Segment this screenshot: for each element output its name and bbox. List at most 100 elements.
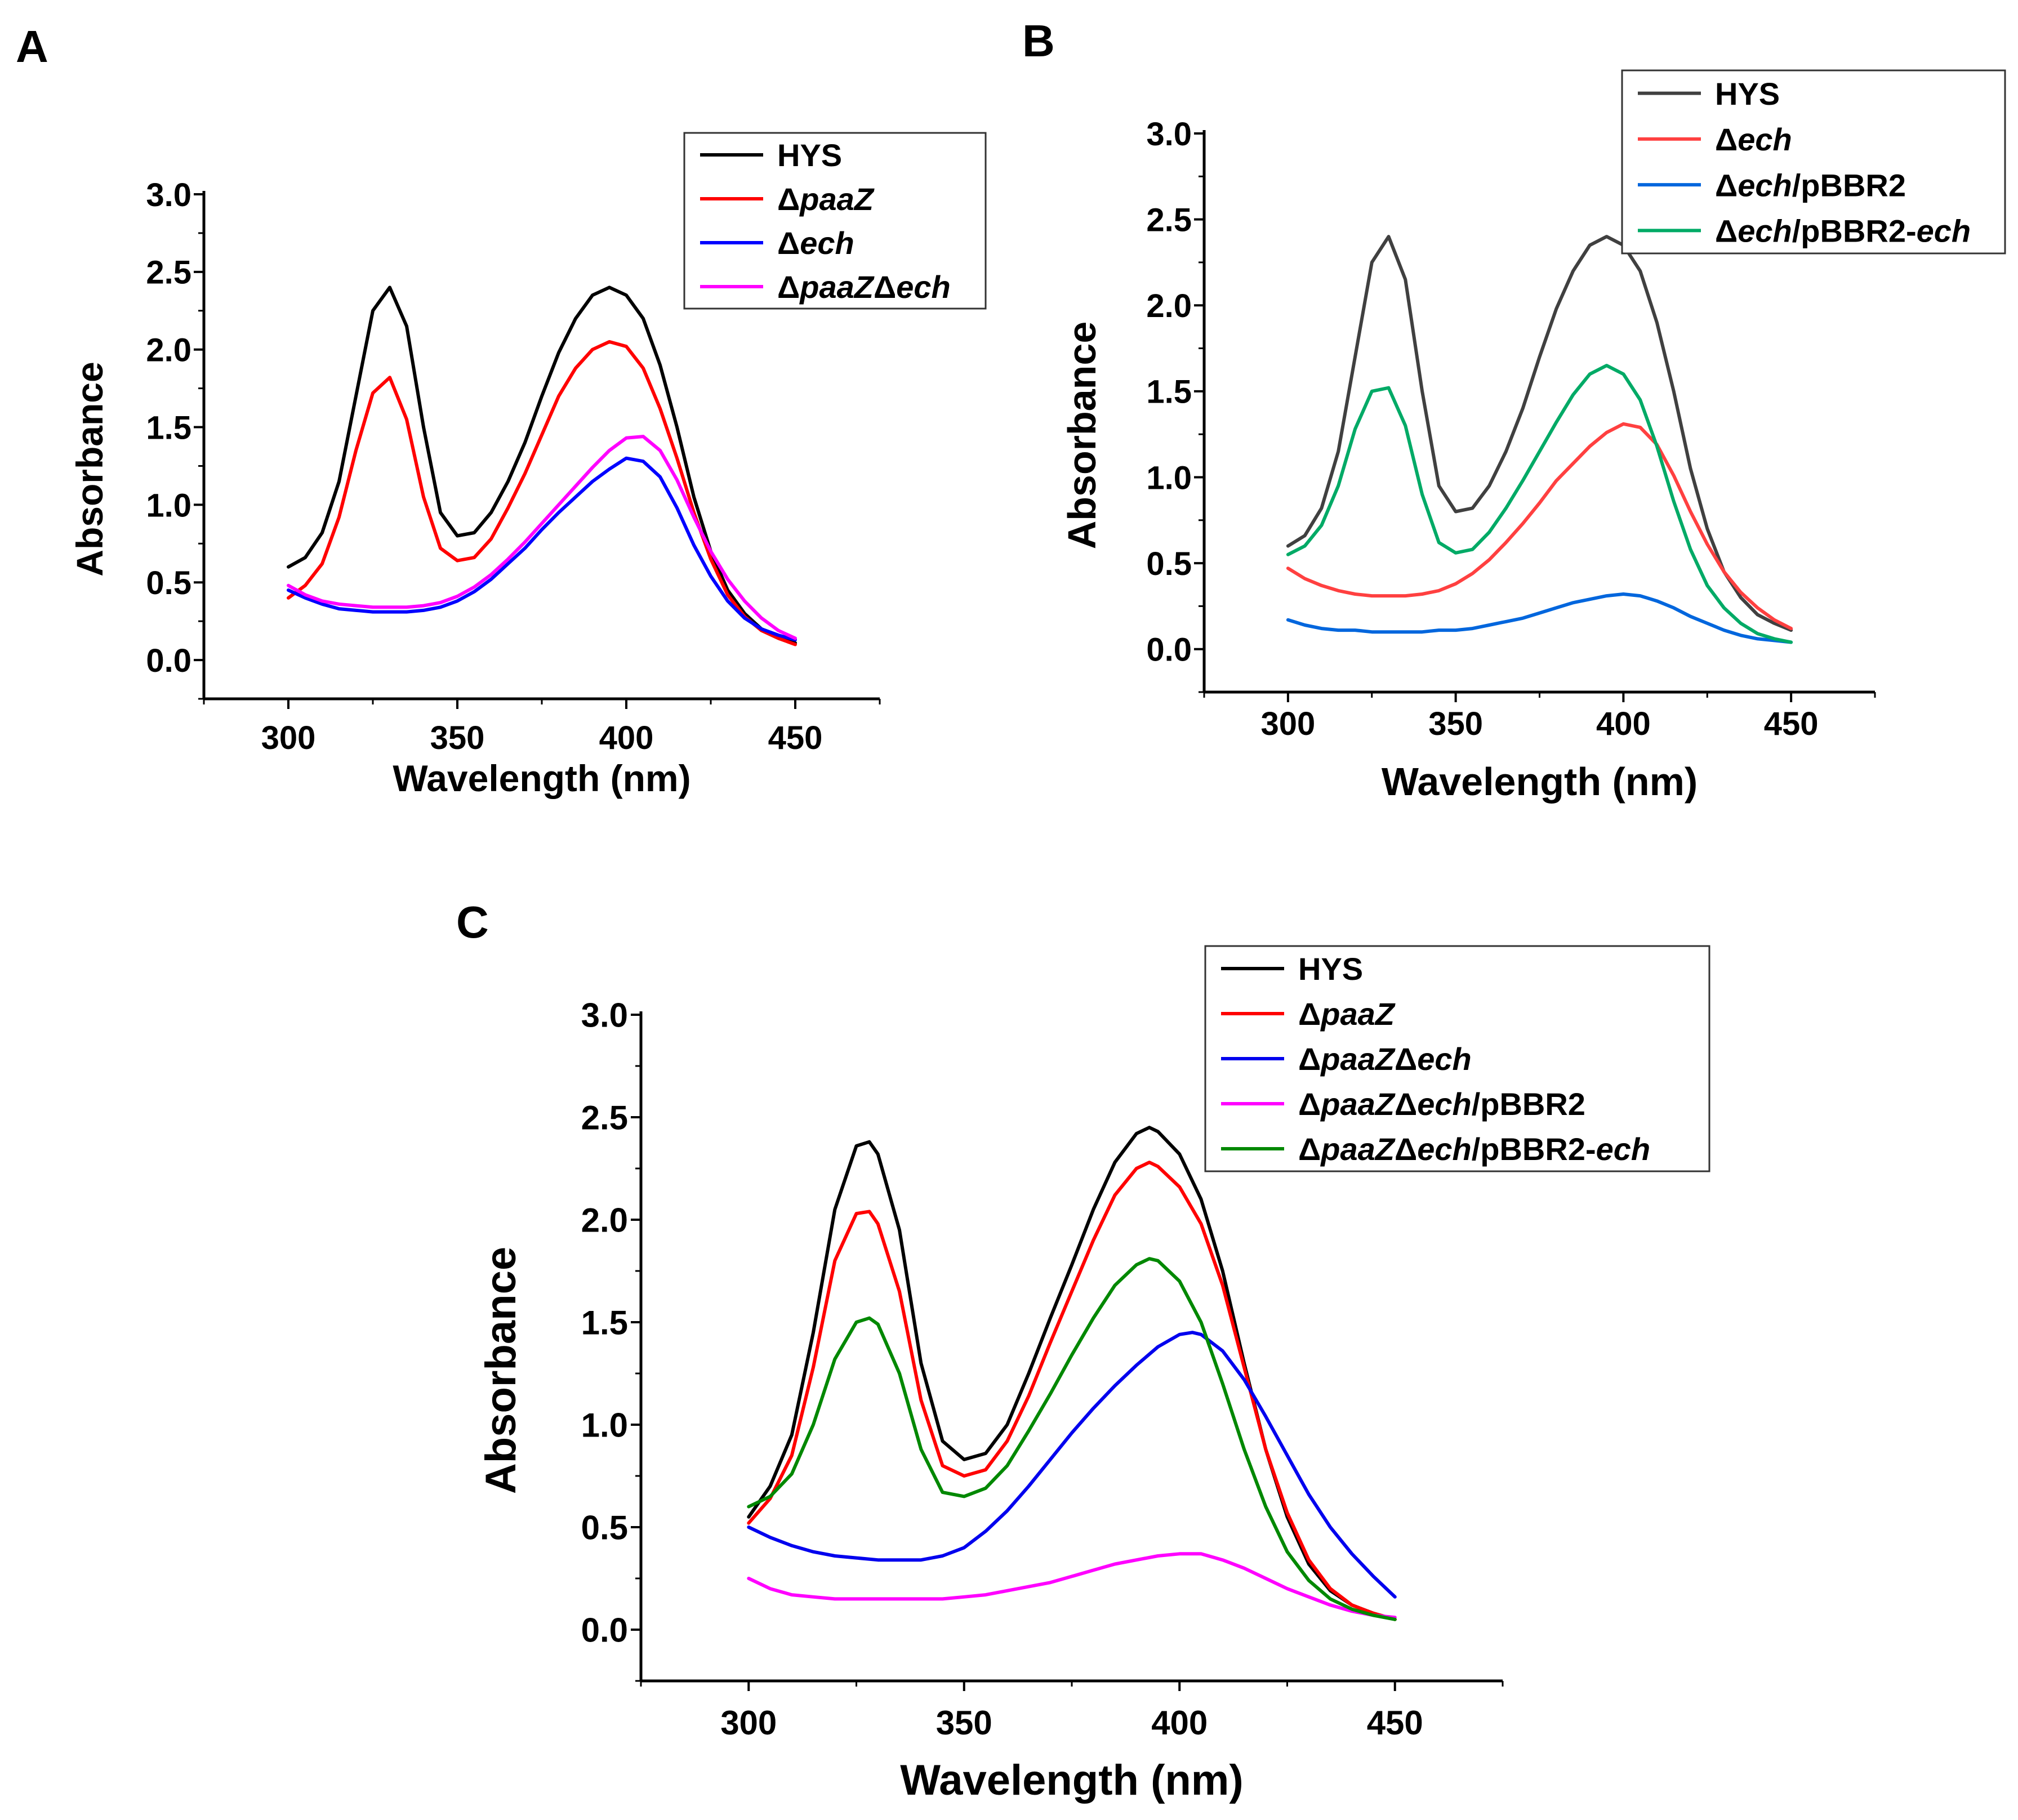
legend-label-part: ech bbox=[1738, 167, 1792, 203]
x-tick-label: 400 bbox=[1151, 1704, 1208, 1742]
legend-label: HYS bbox=[1298, 951, 1363, 987]
y-tick-label: 2.5 bbox=[1146, 202, 1192, 238]
x-tick-label: 300 bbox=[720, 1704, 777, 1742]
series-line-5 bbox=[747, 1257, 1397, 1621]
legend-label-part: paaZ bbox=[1320, 996, 1395, 1032]
y-axis-title: Absorbance bbox=[1060, 322, 1104, 550]
panel-b: B 0.0 0.5 1.0 1.5 2.0 2.5 3.0 300 350 400 450 Wavele… bbox=[1022, 16, 2006, 804]
legend-label-part: /pBBR2 bbox=[1792, 167, 1906, 203]
y-tick-label: 2.0 bbox=[581, 1202, 628, 1239]
legend-label-part: Δ bbox=[1298, 1131, 1321, 1167]
legend-label-part: /pBBR2- bbox=[1472, 1131, 1596, 1167]
series-line-3 bbox=[747, 1331, 1397, 1599]
y-tick-label: 1.0 bbox=[1146, 460, 1192, 496]
x-tick-label: 450 bbox=[768, 720, 823, 756]
y-tick-label: 2.0 bbox=[146, 332, 191, 369]
y-tick-label: 3.0 bbox=[146, 177, 191, 213]
y-tick-label: 0.0 bbox=[146, 643, 191, 679]
legend-label-part: HYS bbox=[777, 137, 842, 173]
y-tick-label: 0.5 bbox=[1146, 546, 1192, 582]
y-tick-label: 1.0 bbox=[146, 487, 191, 524]
legend-label-part: Δ bbox=[1395, 1086, 1417, 1122]
legend-label-part: paaZ bbox=[799, 269, 874, 305]
x-tick-label: 350 bbox=[936, 1704, 992, 1742]
legend-label-part: paaZ bbox=[1320, 1041, 1395, 1077]
series-line-4 bbox=[747, 1552, 1397, 1620]
legend-label-part: ech bbox=[1417, 1131, 1472, 1167]
legend-label: Δech/pBBR2 bbox=[1715, 167, 1906, 203]
panel-letter: B bbox=[1022, 16, 1055, 66]
legend-label-part: ech bbox=[1738, 213, 1792, 249]
legend-label-part: paaZ bbox=[1320, 1086, 1395, 1122]
legend-label-part: Δ bbox=[1715, 167, 1738, 203]
legend-label-part: paaZ bbox=[799, 181, 874, 217]
legend-label: Δech bbox=[777, 225, 854, 261]
panel-letter: C bbox=[456, 897, 489, 947]
legend-label-part: Δ bbox=[1298, 996, 1321, 1032]
y-tick-label: 1.0 bbox=[581, 1407, 628, 1444]
legend-label-part: Δ bbox=[1715, 213, 1738, 249]
legend-label-part: Δ bbox=[874, 269, 896, 305]
legend-label-part: ech bbox=[1917, 213, 1971, 249]
series-line-4 bbox=[1286, 364, 1793, 644]
series-line-2 bbox=[1286, 422, 1793, 631]
legend-label-part: HYS bbox=[1298, 951, 1363, 987]
panel-a: A 0.0 0.5 1.0 1.5 2.0 2.5 3.0 300 350 400 450 Wavele… bbox=[16, 21, 987, 799]
legend-label-part: Δ bbox=[1395, 1131, 1417, 1167]
legend-label-part: /pBBR2- bbox=[1792, 213, 1917, 249]
legend-label-part: Δ bbox=[1298, 1041, 1321, 1077]
y-axis-title: Absorbance bbox=[477, 1247, 525, 1494]
legend-label-part: Δ bbox=[777, 269, 800, 305]
y-tick-label: 3.0 bbox=[1146, 116, 1192, 153]
legend-box bbox=[1621, 69, 2006, 255]
legend-label: ΔpaaZ bbox=[777, 181, 875, 217]
y-tick-label: 2.0 bbox=[1146, 288, 1192, 324]
x-tick-label: 300 bbox=[1260, 706, 1315, 742]
x-tick-label: 400 bbox=[599, 720, 654, 756]
y-tick-label: 1.5 bbox=[581, 1304, 628, 1342]
x-tick-label: 350 bbox=[1428, 706, 1483, 742]
legend-label: ΔpaaZ bbox=[1298, 996, 1396, 1032]
panel-c: C 0.0 0.5 1.0 1.5 2.0 2.5 3.0 300 350 400 450 Wavele… bbox=[456, 897, 1710, 1804]
legend-label-part: Δ bbox=[1395, 1041, 1417, 1077]
legend-label-part: Δ bbox=[1298, 1086, 1321, 1122]
legend-label-part: Δ bbox=[777, 181, 800, 217]
legend-box bbox=[1204, 945, 1710, 1172]
legend-box bbox=[683, 132, 987, 310]
legend-label-part: Δ bbox=[777, 225, 800, 261]
y-tick-label: 1.5 bbox=[146, 409, 191, 446]
legend-label-part: HYS bbox=[1715, 76, 1780, 111]
x-tick-label: 300 bbox=[261, 720, 316, 756]
x-axis-title: Wavelength (nm) bbox=[393, 757, 691, 799]
x-axis-title: Wavelength (nm) bbox=[1382, 760, 1698, 804]
legend-label-part: ech bbox=[1417, 1041, 1472, 1077]
legend-label: Δech/pBBR2-ech bbox=[1715, 213, 1971, 249]
legend-label: ΔpaaZΔech bbox=[1298, 1041, 1472, 1077]
legend-label-part: ech bbox=[1596, 1131, 1651, 1167]
y-tick-label: 1.5 bbox=[1146, 374, 1192, 411]
series-line-1 bbox=[1286, 235, 1793, 632]
y-tick-label: 0.0 bbox=[1146, 632, 1192, 668]
legend-label: ΔpaaZΔech/pBBR2-ech bbox=[1298, 1131, 1650, 1167]
series-line-2 bbox=[287, 340, 797, 646]
y-tick-label: 2.5 bbox=[146, 255, 191, 291]
series-line-2 bbox=[747, 1161, 1397, 1621]
legend-label: HYS bbox=[1715, 76, 1780, 111]
legend-label-part: ech bbox=[800, 225, 854, 261]
panel-letter: A bbox=[16, 21, 48, 72]
x-axis-title: Wavelength (nm) bbox=[900, 1756, 1243, 1804]
x-tick-label: 400 bbox=[1596, 706, 1651, 742]
series-line-3 bbox=[1286, 592, 1793, 644]
series-line-3 bbox=[287, 456, 797, 642]
legend-label-part: Δ bbox=[1715, 122, 1738, 157]
legend-label-part: paaZ bbox=[1320, 1131, 1395, 1167]
x-tick-label: 350 bbox=[430, 720, 485, 756]
x-tick-label: 450 bbox=[1367, 1704, 1423, 1742]
series-line-4 bbox=[287, 435, 797, 640]
y-axis-title: Absorbance bbox=[69, 362, 110, 576]
legend-label-part: /pBBR2 bbox=[1472, 1086, 1585, 1122]
legend-label-part: ech bbox=[1417, 1086, 1472, 1122]
y-tick-label: 0.0 bbox=[581, 1612, 628, 1649]
